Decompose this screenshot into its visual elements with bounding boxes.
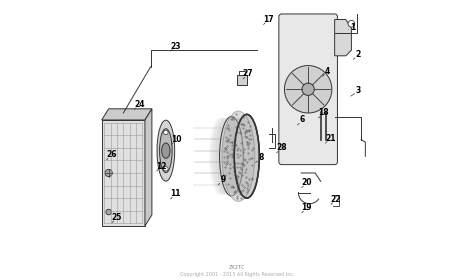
- Polygon shape: [102, 109, 152, 120]
- Ellipse shape: [231, 118, 254, 195]
- Ellipse shape: [218, 118, 240, 195]
- Text: 3: 3: [356, 86, 361, 95]
- Text: 18: 18: [318, 109, 329, 117]
- Text: 8: 8: [258, 153, 264, 162]
- Ellipse shape: [160, 129, 172, 173]
- FancyBboxPatch shape: [102, 120, 145, 226]
- Text: 27: 27: [243, 69, 254, 78]
- Circle shape: [106, 209, 111, 215]
- Ellipse shape: [220, 118, 243, 195]
- Ellipse shape: [162, 143, 170, 158]
- Ellipse shape: [213, 118, 236, 195]
- Text: 6: 6: [300, 116, 305, 124]
- Polygon shape: [335, 20, 351, 56]
- Text: 11: 11: [170, 189, 181, 198]
- Ellipse shape: [236, 118, 258, 195]
- Text: 20: 20: [301, 178, 312, 187]
- Ellipse shape: [209, 118, 232, 195]
- Ellipse shape: [233, 118, 255, 195]
- Ellipse shape: [157, 120, 175, 181]
- Text: 24: 24: [134, 100, 145, 109]
- Ellipse shape: [227, 118, 250, 195]
- Text: 28: 28: [276, 143, 287, 152]
- Text: 22: 22: [331, 195, 341, 204]
- Text: 12: 12: [156, 162, 167, 170]
- Ellipse shape: [234, 118, 256, 195]
- Text: ZX2TC: ZX2TC: [229, 265, 245, 270]
- Ellipse shape: [226, 118, 248, 195]
- Ellipse shape: [215, 118, 237, 195]
- Text: 25: 25: [112, 213, 122, 222]
- Text: 19: 19: [301, 203, 312, 212]
- Text: 21: 21: [325, 134, 336, 143]
- Text: 9: 9: [220, 175, 226, 184]
- Ellipse shape: [212, 118, 234, 195]
- Polygon shape: [237, 75, 247, 85]
- Text: 2: 2: [356, 50, 361, 59]
- Ellipse shape: [234, 114, 259, 198]
- Ellipse shape: [223, 118, 246, 195]
- Circle shape: [284, 66, 332, 113]
- Text: Copyright 2001 - 2013 All Rights Reserved Inc.: Copyright 2001 - 2013 All Rights Reserve…: [180, 272, 294, 277]
- Circle shape: [302, 83, 314, 95]
- Text: 1: 1: [350, 23, 356, 32]
- Ellipse shape: [221, 118, 244, 195]
- Circle shape: [164, 167, 168, 171]
- Ellipse shape: [230, 118, 253, 195]
- Ellipse shape: [219, 118, 241, 195]
- Circle shape: [348, 20, 355, 27]
- Ellipse shape: [224, 118, 247, 195]
- Circle shape: [164, 130, 168, 135]
- Circle shape: [105, 169, 112, 177]
- Ellipse shape: [216, 118, 238, 195]
- Text: 17: 17: [263, 15, 274, 24]
- Text: 10: 10: [171, 135, 182, 144]
- Ellipse shape: [222, 111, 255, 201]
- FancyBboxPatch shape: [279, 14, 337, 165]
- Polygon shape: [145, 109, 152, 226]
- Text: 23: 23: [170, 42, 181, 50]
- Text: 4: 4: [325, 67, 330, 76]
- Ellipse shape: [210, 118, 233, 195]
- Text: 26: 26: [106, 150, 117, 159]
- Ellipse shape: [228, 118, 251, 195]
